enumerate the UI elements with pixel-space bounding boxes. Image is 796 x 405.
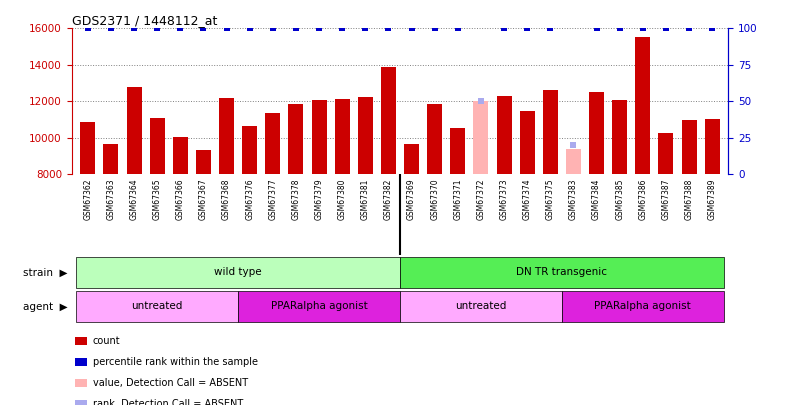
Bar <box>497 96 512 174</box>
Bar <box>404 144 419 174</box>
Bar <box>75 379 87 387</box>
FancyBboxPatch shape <box>562 291 724 322</box>
Text: GSM67362: GSM67362 <box>84 178 92 220</box>
Bar <box>474 101 489 174</box>
Text: percentile rank within the sample: percentile rank within the sample <box>92 357 258 367</box>
Text: GSM67389: GSM67389 <box>708 178 716 220</box>
Bar <box>150 117 165 174</box>
Bar <box>681 120 696 174</box>
Bar <box>242 126 257 174</box>
Text: count: count <box>92 336 120 346</box>
Text: GSM67377: GSM67377 <box>268 178 277 220</box>
Text: GDS2371 / 1448112_at: GDS2371 / 1448112_at <box>72 14 217 27</box>
FancyBboxPatch shape <box>400 291 562 322</box>
Bar <box>589 92 604 174</box>
FancyBboxPatch shape <box>76 257 400 288</box>
Bar <box>196 150 211 174</box>
Bar <box>80 122 96 174</box>
Bar <box>427 104 443 174</box>
Text: GSM67371: GSM67371 <box>453 178 462 220</box>
Text: GSM67364: GSM67364 <box>130 178 139 220</box>
Text: GSM67370: GSM67370 <box>430 178 439 220</box>
Bar <box>127 87 142 174</box>
Text: GSM67367: GSM67367 <box>199 178 208 220</box>
Bar <box>173 137 188 174</box>
Text: DN TR transgenic: DN TR transgenic <box>517 266 607 277</box>
Text: GSM67387: GSM67387 <box>661 178 670 220</box>
Text: GSM67376: GSM67376 <box>245 178 254 220</box>
Text: GSM67365: GSM67365 <box>153 178 162 220</box>
Text: GSM67375: GSM67375 <box>546 178 555 220</box>
Bar <box>566 149 581 174</box>
Bar <box>704 119 720 174</box>
Bar <box>334 98 349 174</box>
Text: GSM67378: GSM67378 <box>291 178 300 220</box>
Bar <box>658 133 673 174</box>
Text: untreated: untreated <box>455 301 506 311</box>
Text: untreated: untreated <box>131 301 183 311</box>
Text: strain  ▶: strain ▶ <box>23 267 68 277</box>
Bar <box>311 100 326 174</box>
Bar <box>75 358 87 366</box>
Text: GSM67380: GSM67380 <box>338 178 347 220</box>
FancyBboxPatch shape <box>76 291 238 322</box>
Text: GSM67388: GSM67388 <box>685 178 693 220</box>
Text: rank, Detection Call = ABSENT: rank, Detection Call = ABSENT <box>92 399 243 405</box>
Text: GSM67384: GSM67384 <box>592 178 601 220</box>
Text: GSM67386: GSM67386 <box>638 178 647 220</box>
Bar <box>543 90 558 174</box>
Text: GSM67366: GSM67366 <box>176 178 185 220</box>
FancyBboxPatch shape <box>400 257 724 288</box>
Text: agent  ▶: agent ▶ <box>23 302 68 312</box>
Bar <box>219 98 234 174</box>
Bar <box>520 111 535 174</box>
Text: GSM67374: GSM67374 <box>523 178 532 220</box>
FancyBboxPatch shape <box>238 291 400 322</box>
Bar <box>75 400 87 405</box>
Text: PPARalpha agonist: PPARalpha agonist <box>271 301 368 311</box>
Text: GSM67363: GSM67363 <box>107 178 115 220</box>
Text: wild type: wild type <box>214 266 262 277</box>
Text: GSM67383: GSM67383 <box>569 178 578 220</box>
Bar <box>75 337 87 345</box>
Text: PPARalpha agonist: PPARalpha agonist <box>595 301 691 311</box>
Bar <box>265 113 280 174</box>
Bar <box>635 37 650 174</box>
Text: GSM67372: GSM67372 <box>477 178 486 220</box>
Bar <box>288 104 303 174</box>
Bar <box>612 100 627 174</box>
Text: GSM67381: GSM67381 <box>361 178 370 220</box>
Text: GSM67369: GSM67369 <box>407 178 416 220</box>
Bar <box>103 144 119 174</box>
Text: value, Detection Call = ABSENT: value, Detection Call = ABSENT <box>92 378 248 388</box>
Text: GSM67382: GSM67382 <box>384 178 393 220</box>
Bar <box>381 66 396 174</box>
Text: GSM67379: GSM67379 <box>314 178 323 220</box>
Bar <box>451 128 466 174</box>
Text: GSM67368: GSM67368 <box>222 178 231 220</box>
Text: GSM67373: GSM67373 <box>500 178 509 220</box>
Bar <box>357 97 373 174</box>
Text: GSM67385: GSM67385 <box>615 178 624 220</box>
